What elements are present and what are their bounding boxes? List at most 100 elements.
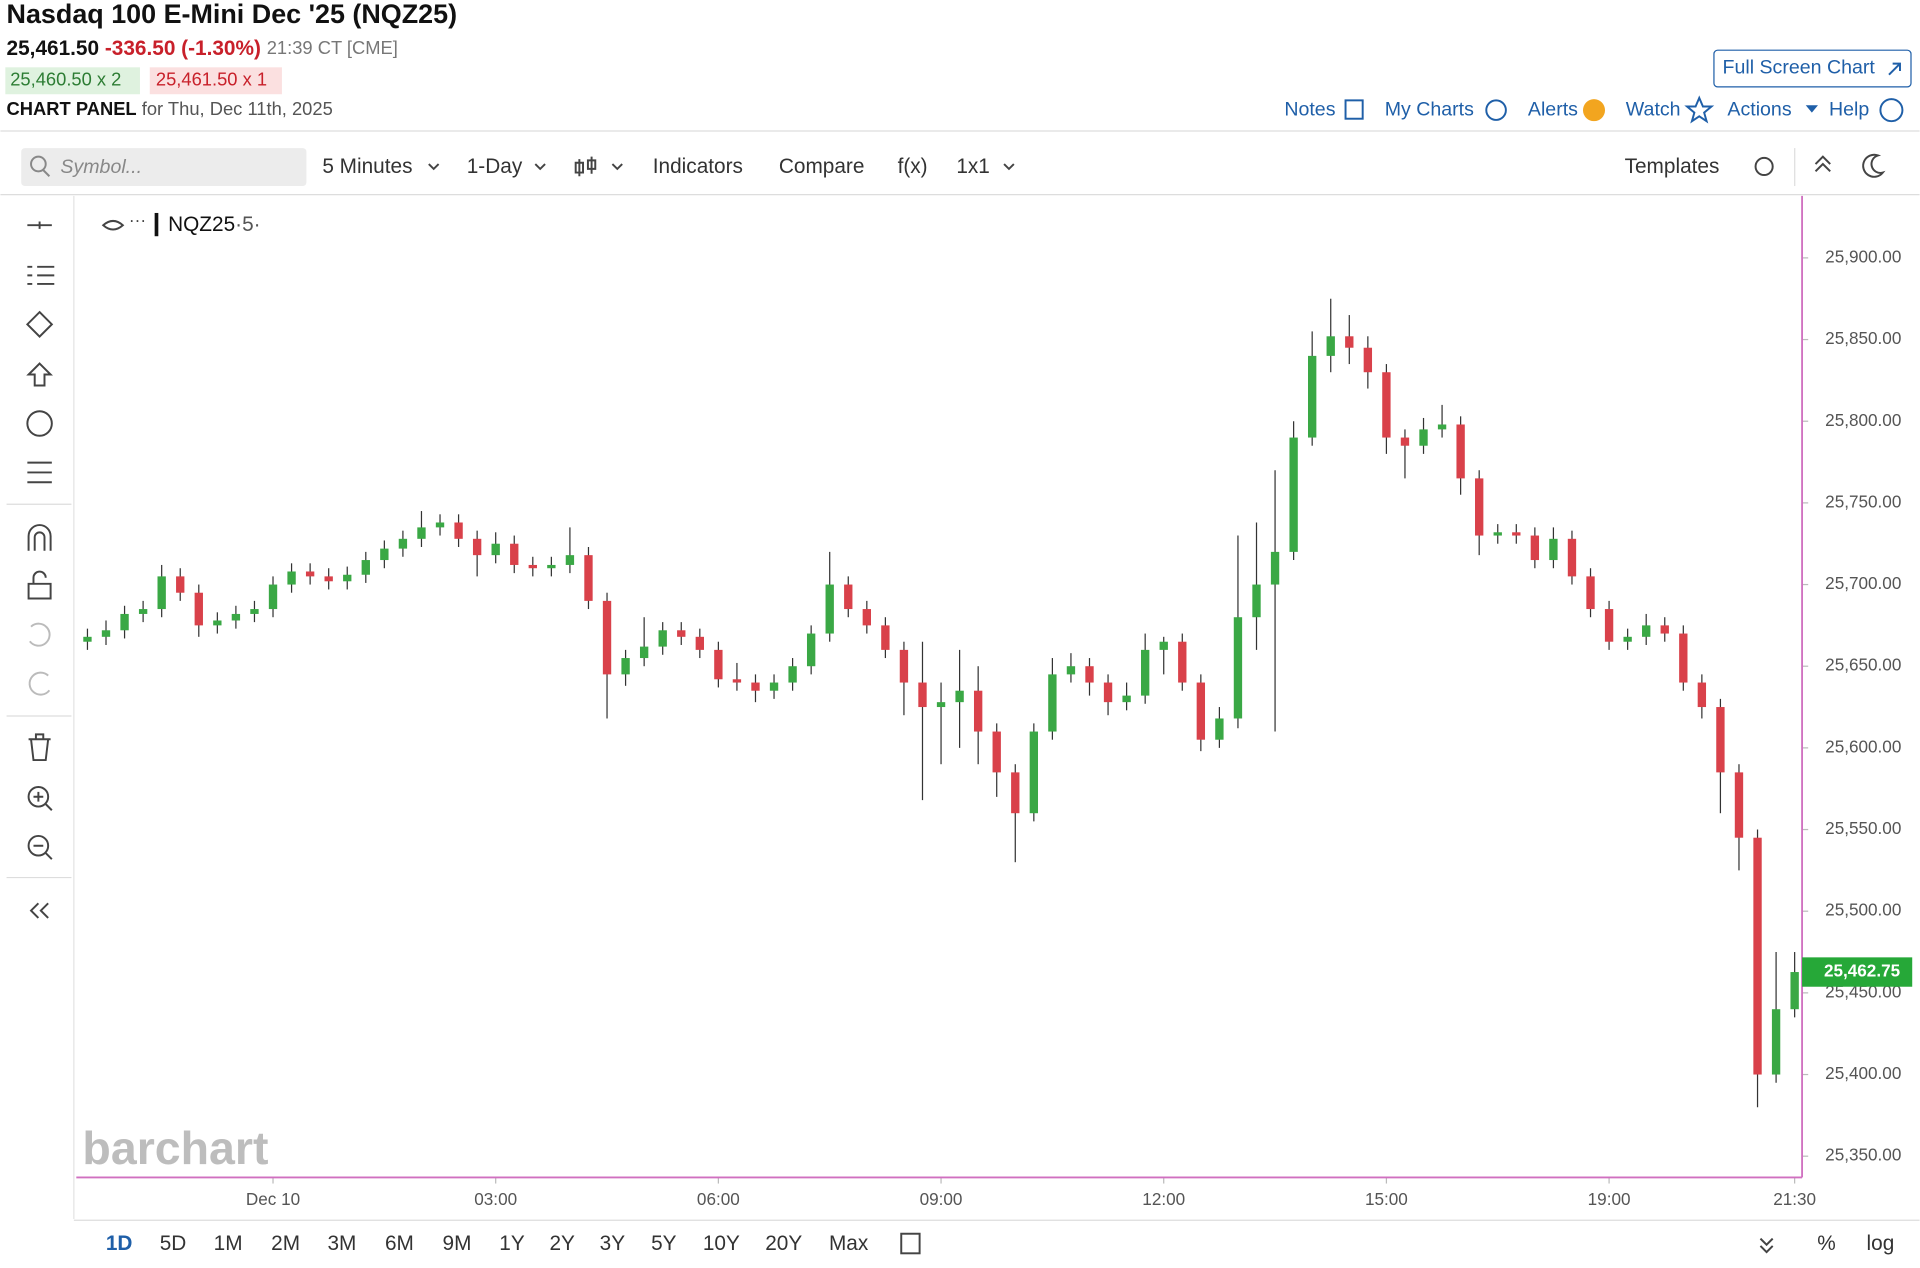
candle-body <box>769 682 779 691</box>
x-tick-label: 03:00 <box>474 1189 517 1209</box>
tool-undo[interactable] <box>29 622 51 647</box>
tool-delete[interactable] <box>28 733 51 762</box>
symbol-search[interactable] <box>21 148 307 187</box>
quote-line: 25,461.50 -336.50 (-1.30%) 21:39 CT [CME… <box>7 36 398 59</box>
range-button[interactable]: 9M <box>443 1232 472 1255</box>
candle-body <box>1549 538 1558 561</box>
ask-box <box>149 67 282 95</box>
candle-body <box>1437 424 1447 430</box>
candle-body <box>806 633 816 667</box>
y-tick-label: 25,500.00 <box>1825 900 1901 920</box>
candle-body <box>120 613 129 631</box>
toolbar-item[interactable]: f(x) <box>898 155 928 178</box>
candle-body <box>250 609 259 614</box>
symbol-placeholder: Symbol... <box>60 156 142 178</box>
tool-magnet[interactable] <box>27 524 52 551</box>
legend-more[interactable]: ··· <box>129 210 146 230</box>
tool-line[interactable] <box>27 221 52 229</box>
scale-button[interactable]: log <box>1867 1232 1895 1255</box>
range-button[interactable]: 5D <box>160 1232 187 1255</box>
y-tick-label: 25,800.00 <box>1825 410 1901 430</box>
candle-body <box>1382 372 1391 438</box>
scroll-icon[interactable] <box>1759 1237 1774 1254</box>
legend-marker <box>154 212 159 237</box>
candle-body <box>398 538 408 549</box>
scale-button[interactable]: % <box>1817 1232 1836 1255</box>
candle-body <box>1326 336 1335 356</box>
candle-body <box>1048 674 1057 732</box>
y-tick-label: 25,650.00 <box>1825 655 1901 675</box>
full-screen-button[interactable] <box>1713 49 1912 88</box>
candle-body <box>732 679 742 683</box>
x-tick-label: 12:00 <box>1142 1189 1185 1209</box>
collapse-tools[interactable] <box>29 902 49 919</box>
range-button[interactable]: 1M <box>214 1232 243 1255</box>
candle-body <box>343 574 352 582</box>
candle-body <box>1308 355 1317 438</box>
range-button[interactable]: 3Y <box>600 1232 626 1255</box>
templates-button[interactable]: Templates <box>1625 155 1720 178</box>
collapse-icon[interactable] <box>1814 155 1831 173</box>
nav-link[interactable]: Actions <box>1727 98 1791 120</box>
candle-body <box>1159 641 1168 650</box>
tool-zoom-in[interactable] <box>27 786 50 808</box>
range-button[interactable]: Max <box>829 1232 869 1255</box>
toolbar-item[interactable]: 1x1 <box>956 155 990 178</box>
full-screen-label[interactable]: Full Screen Chart <box>1723 57 1876 79</box>
nav-link[interactable]: Help <box>1829 98 1869 120</box>
tool-shape[interactable] <box>25 310 54 338</box>
range-button[interactable]: 6M <box>385 1232 414 1255</box>
y-tick-label: 25,900.00 <box>1825 246 1901 266</box>
range-button[interactable]: 2M <box>271 1232 300 1255</box>
range-button[interactable]: 20Y <box>765 1232 802 1255</box>
tool-arrow[interactable] <box>26 362 53 387</box>
tool-zoom-in-mark <box>33 791 53 811</box>
visibility-icon[interactable] <box>101 219 125 231</box>
toolbar-item[interactable]: 1-Day <box>467 155 523 178</box>
tool-number[interactable] <box>26 410 53 437</box>
candle-body <box>324 576 333 582</box>
candle-body <box>361 560 370 575</box>
candle-body <box>955 690 964 703</box>
toolbar-item[interactable]: 5 Minutes <box>322 155 412 178</box>
range-button[interactable]: 2Y <box>549 1232 575 1255</box>
search-icon <box>30 155 47 173</box>
calendar-icon[interactable] <box>900 1232 921 1255</box>
watermark: barchart <box>82 1122 268 1174</box>
candle-body <box>1697 682 1707 708</box>
range-button[interactable]: 1Y <box>499 1232 525 1255</box>
nav-link[interactable]: My Charts <box>1385 98 1474 120</box>
candle-body <box>788 666 797 683</box>
chart-type-icon[interactable] <box>574 156 597 177</box>
candle-body <box>992 731 1001 773</box>
nav-link[interactable]: Notes <box>1284 98 1335 120</box>
toolbar-item[interactable]: Compare <box>779 155 865 178</box>
range-button[interactable]: 5Y <box>651 1232 677 1255</box>
dark-mode-icon[interactable] <box>1862 153 1886 178</box>
plot-area: 25,350.0025,400.0025,450.0025,500.0025,5… <box>76 195 1913 1209</box>
range-button[interactable]: 1D <box>106 1232 133 1255</box>
candle-body <box>1771 1009 1781 1075</box>
x-tick-label: 06:00 <box>697 1189 740 1209</box>
tool-zoom-out[interactable] <box>27 834 50 857</box>
toolbar-item[interactable]: Indicators <box>653 155 743 178</box>
tool-zoom-out-mark <box>33 844 53 860</box>
tool-fib[interactable] <box>27 265 55 285</box>
nav-link[interactable]: Alerts <box>1528 98 1578 120</box>
candle-body <box>602 600 612 675</box>
candle-body <box>305 571 315 577</box>
tool-redo[interactable] <box>28 671 51 696</box>
candle-body <box>658 630 667 647</box>
candle-body <box>825 584 834 634</box>
candle-body <box>417 527 426 539</box>
tool-lock[interactable] <box>27 570 52 600</box>
settings-icon[interactable] <box>1754 156 1774 177</box>
panel-date: for Thu, Dec 11th, 2025 <box>142 98 333 119</box>
nav-link[interactable]: Watch <box>1626 98 1681 120</box>
range-button[interactable]: 3M <box>327 1232 356 1255</box>
tool-pattern[interactable] <box>27 461 52 484</box>
range-button[interactable]: 10Y <box>703 1232 740 1255</box>
candle-body <box>472 538 482 556</box>
candle-body <box>83 636 92 642</box>
candle-body <box>1011 772 1020 814</box>
